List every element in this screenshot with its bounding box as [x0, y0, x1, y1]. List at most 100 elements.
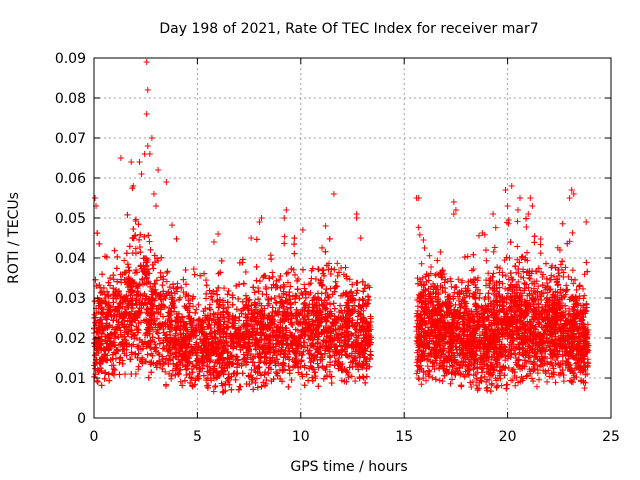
- data-point: [302, 294, 309, 301]
- data-point: [239, 298, 246, 305]
- data-point: [331, 305, 338, 312]
- data-point: [283, 270, 290, 277]
- data-point: [210, 388, 217, 395]
- data-point: [359, 295, 366, 302]
- data-point: [252, 346, 259, 353]
- data-point: [183, 281, 190, 288]
- data-point: [121, 257, 128, 264]
- data-point: [94, 378, 101, 385]
- data-point: [156, 340, 163, 347]
- data-point: [326, 235, 333, 242]
- data-point: [273, 300, 280, 307]
- data-point: [163, 269, 170, 276]
- data-point: [234, 370, 241, 377]
- data-point: [334, 260, 341, 267]
- data-point: [182, 267, 189, 274]
- data-point: [272, 299, 279, 306]
- data-point: [109, 370, 116, 377]
- data-point: [233, 364, 240, 371]
- data-point: [301, 285, 308, 292]
- data-point: [285, 269, 292, 276]
- data-point: [132, 250, 139, 257]
- data-point: [323, 286, 330, 293]
- data-point: [328, 379, 335, 386]
- data-point: [269, 269, 276, 276]
- data-point: [126, 243, 133, 250]
- data-point: [251, 289, 258, 296]
- data-point: [203, 290, 210, 297]
- data-point: [224, 291, 231, 298]
- data-point: [314, 360, 321, 367]
- data-point: [122, 371, 129, 378]
- data-point: [114, 253, 121, 260]
- data-point: [301, 382, 308, 389]
- data-point: [99, 290, 106, 297]
- data-point: [145, 232, 152, 239]
- data-point: [110, 299, 117, 306]
- data-point: [94, 377, 101, 384]
- data-point: [332, 278, 339, 285]
- data-point: [291, 271, 298, 278]
- data-point: [354, 287, 361, 294]
- data-point: [239, 256, 246, 263]
- data-point: [169, 222, 176, 229]
- data-point: [148, 369, 155, 376]
- data-point: [253, 277, 260, 284]
- data-point: [190, 303, 197, 310]
- data-point: [319, 244, 326, 251]
- data-point: [164, 268, 171, 275]
- data-point: [255, 288, 262, 295]
- data-point: [116, 371, 123, 378]
- data-point: [253, 263, 260, 270]
- data-point: [314, 290, 321, 297]
- scatter-marks: [91, 59, 592, 396]
- data-point: [96, 282, 103, 289]
- data-point: [110, 371, 117, 378]
- data-point: [145, 374, 152, 381]
- data-point: [130, 225, 137, 232]
- data-point: [218, 257, 225, 264]
- data-point: [291, 250, 298, 257]
- data-point: [127, 292, 134, 299]
- data-point: [146, 238, 153, 245]
- data-point: [299, 266, 306, 273]
- data-point: [367, 351, 374, 358]
- data-point: [286, 370, 293, 377]
- data-point: [158, 254, 165, 261]
- data-point: [256, 359, 263, 366]
- data-point: [203, 277, 209, 284]
- data-point: [98, 382, 105, 389]
- data-point: [268, 256, 275, 263]
- data-point: [330, 300, 337, 307]
- data-point: [181, 377, 188, 384]
- data-point: [354, 279, 361, 286]
- data-point: [312, 369, 318, 376]
- data-point: [124, 211, 131, 218]
- data-point: [215, 304, 222, 311]
- data-point: [259, 290, 266, 297]
- data-point: [235, 296, 242, 303]
- data-point: [150, 265, 157, 272]
- data-point: [360, 288, 367, 295]
- data-point: [236, 281, 243, 288]
- data-point: [127, 356, 134, 363]
- data-point: [159, 282, 166, 289]
- data-point: [191, 271, 198, 278]
- data-point: [233, 306, 240, 313]
- data-point: [128, 371, 135, 378]
- data-point: [110, 272, 117, 279]
- data-point: [281, 233, 288, 240]
- data-point: [206, 287, 213, 294]
- data-point: [99, 271, 106, 278]
- data-point: [166, 284, 173, 291]
- data-point: [322, 248, 329, 255]
- data-point: [179, 382, 186, 389]
- data-point: [273, 277, 280, 284]
- data-point: [291, 235, 298, 242]
- data-point: [212, 384, 219, 391]
- data-point: [281, 240, 288, 247]
- data-point: [113, 265, 120, 272]
- data-point: [111, 247, 118, 254]
- data-point: [262, 369, 269, 376]
- data-point: [221, 285, 228, 292]
